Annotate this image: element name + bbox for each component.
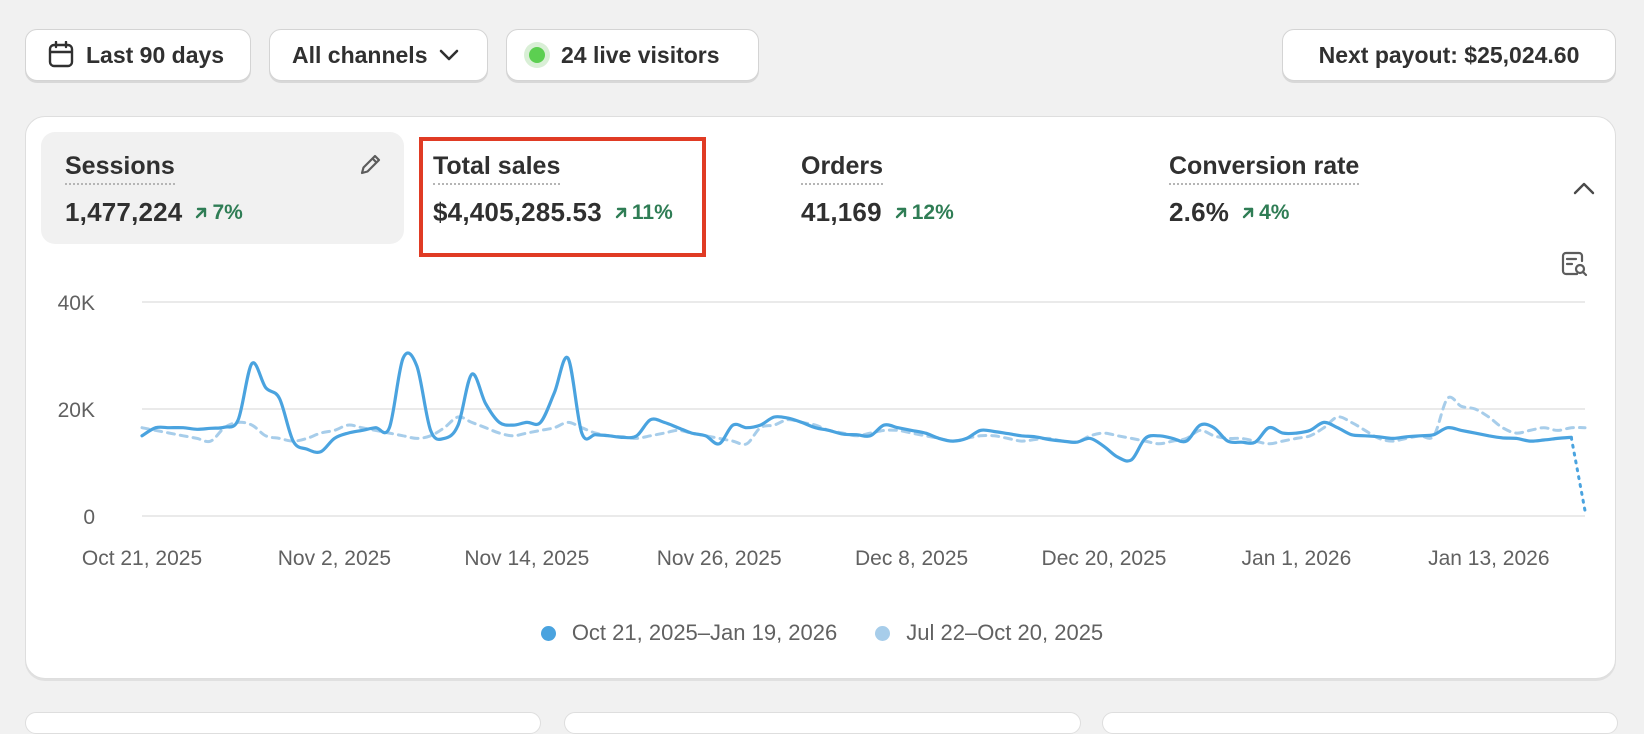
metric-label: Sessions [65, 152, 175, 185]
metric-change: 4% [1241, 201, 1289, 225]
channels-label: All channels [292, 41, 428, 68]
arrow-up-right-icon [615, 207, 627, 218]
explore-report-icon[interactable] [1559, 249, 1589, 279]
legend-dot-previous [875, 625, 891, 641]
metric-change-value: 12% [911, 200, 954, 224]
legend-item-current[interactable]: Oct 21, 2025–Jan 19, 2026 [540, 620, 838, 646]
metric-orders[interactable]: Orders 41,169 12% [777, 132, 1097, 244]
legend-item-previous[interactable]: Jul 22–Oct 20, 2025 [875, 620, 1103, 646]
date-range-label: Last 90 days [86, 41, 225, 68]
legend-dot-current [540, 625, 556, 641]
analytics-card: Sessions 1,477,224 7% Total sales $4,405… [25, 116, 1616, 679]
bottom-card [1102, 712, 1618, 734]
bottom-card [564, 712, 1081, 734]
chart-legend: Oct 21, 2025–Jan 19, 2026 Jul 22–Oct 20,… [0, 620, 1644, 646]
arrow-up-right-icon [895, 207, 906, 218]
metric-label: Conversion rate [1169, 152, 1360, 185]
metric-conversion-rate[interactable]: Conversion rate 2.6% 4% [1145, 132, 1465, 244]
highlight-box [419, 137, 706, 257]
metric-label: Total sales [433, 152, 561, 185]
edit-icon[interactable] [358, 151, 384, 177]
arrow-up-right-icon [196, 207, 207, 218]
date-range-button[interactable]: Last 90 days [25, 29, 251, 81]
legend-label-current: Oct 21, 2025–Jan 19, 2026 [571, 620, 838, 645]
live-visitors-label: 24 live visitors [561, 41, 720, 68]
metric-sessions[interactable]: Sessions 1,477,224 7% [41, 132, 404, 244]
metric-value: 1,477,224 [65, 197, 183, 227]
metric-change: 11% [614, 201, 673, 225]
metric-value: $4,405,285.53 [433, 197, 602, 227]
metric-total-sales[interactable]: Total sales $4,405,285.53 11% [409, 132, 709, 244]
live-status-icon [529, 47, 545, 63]
metric-change-value: 7% [212, 200, 243, 224]
bottom-card [25, 712, 541, 734]
metric-change-value: 4% [1259, 200, 1290, 224]
next-payout-label: Next payout: $25,024.60 [1318, 41, 1580, 68]
arrow-up-right-icon [1242, 207, 1254, 218]
metric-change: 12% [894, 201, 954, 225]
live-visitors-button[interactable]: 24 live visitors [506, 29, 759, 81]
metric-value: 41,169 [801, 197, 882, 227]
channels-dropdown[interactable]: All channels [269, 29, 488, 81]
metric-change-value: 11% [631, 200, 673, 224]
calendar-icon [48, 41, 74, 68]
next-payout-button[interactable]: Next payout: $25,024.60 [1282, 29, 1616, 81]
legend-label-previous: Jul 22–Oct 20, 2025 [906, 620, 1104, 645]
metric-change: 7% [194, 200, 243, 225]
chevron-down-icon [440, 49, 459, 61]
metric-value: 2.6% [1169, 197, 1230, 227]
collapse-chevron-up-icon[interactable] [1572, 180, 1596, 196]
metric-label: Orders [801, 152, 883, 185]
